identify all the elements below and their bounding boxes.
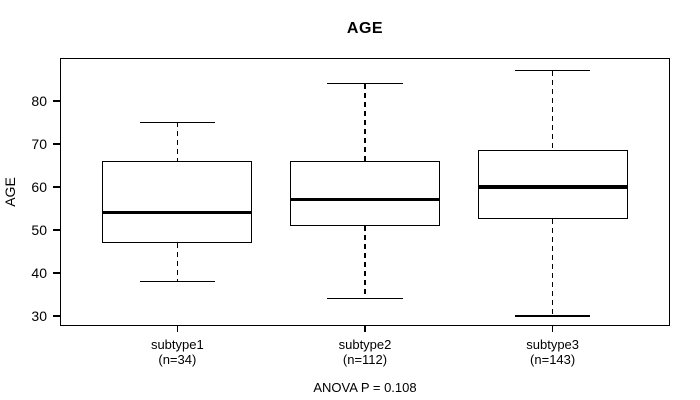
lower-whisker-line — [551, 219, 554, 316]
x-category-count: (n=143) — [530, 352, 576, 367]
upper-whisker-line — [364, 83, 366, 161]
y-tick-label: 30 — [31, 307, 47, 324]
x-category-name: subtype1 — [150, 337, 204, 352]
iqr-box — [102, 161, 253, 243]
plot-area: 30 40 50 60 70 80 subtype1 (n=34) subtype2 (n=112… — [31, 58, 670, 367]
x-category-count: (n=112) — [342, 352, 388, 367]
lower-whisker-line — [176, 242, 179, 282]
x-tick-mark — [551, 325, 554, 332]
lower-whisker-line — [364, 225, 366, 299]
y-tick-mark — [52, 100, 60, 102]
upper-whisker-line — [551, 70, 554, 151]
x-category-count: (n=34) — [158, 352, 197, 367]
x-category-name: subtype2 — [338, 337, 392, 352]
y-tick-label: 60 — [31, 178, 47, 195]
median-line — [102, 210, 253, 215]
x-tick-mark — [176, 325, 179, 332]
lower-whisker-cap — [327, 297, 403, 300]
y-tick-label: 70 — [31, 135, 47, 152]
median-line — [289, 197, 441, 202]
lower-whisker-cap — [139, 280, 215, 283]
upper-whisker-cap — [327, 82, 403, 85]
y-tick-mark — [52, 186, 60, 188]
upper-whisker-cap — [139, 121, 215, 124]
median-line — [477, 185, 628, 189]
anova-annotation: ANOVA P = 0.108 — [313, 380, 417, 395]
y-tick-mark — [52, 272, 60, 274]
y-tick-label: 80 — [31, 92, 47, 109]
x-category-label: subtype1 (n=34) — [87, 337, 267, 367]
y-tick-label: 50 — [31, 221, 47, 238]
iqr-box — [477, 150, 628, 220]
iqr-box — [289, 161, 441, 226]
x-tick-mark — [364, 325, 366, 332]
y-tick-mark — [52, 315, 60, 317]
chart-title: AGE — [346, 20, 384, 37]
x-category-name: subtype3 — [526, 337, 580, 352]
lower-whisker-cap — [515, 315, 591, 317]
x-category-label: subtype2 (n=112) — [275, 337, 455, 367]
y-tick-label: 40 — [31, 264, 47, 281]
upper-whisker-line — [176, 122, 179, 161]
upper-whisker-cap — [515, 69, 591, 72]
y-tick-mark — [52, 229, 60, 231]
x-category-label: subtype3 (n=143) — [463, 337, 643, 367]
y-tick-mark — [52, 143, 60, 145]
